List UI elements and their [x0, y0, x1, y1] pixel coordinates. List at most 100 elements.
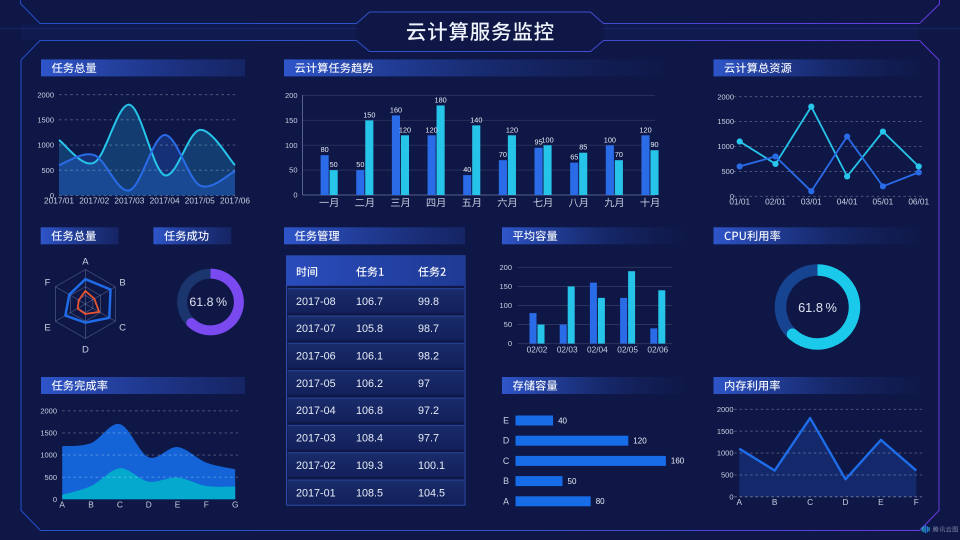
svg-text:120: 120 [506, 125, 518, 134]
svg-text:98.7: 98.7 [418, 323, 439, 335]
svg-text:1000: 1000 [37, 141, 54, 150]
svg-text:106.8: 106.8 [356, 405, 383, 417]
svg-text:2017-02: 2017-02 [296, 460, 336, 472]
svg-text:65: 65 [570, 153, 578, 162]
svg-text:40: 40 [558, 416, 567, 425]
svg-text:1500: 1500 [717, 427, 734, 436]
svg-text:50: 50 [289, 166, 297, 175]
svg-text:2017/06: 2017/06 [220, 196, 250, 206]
svg-text:C: C [503, 456, 510, 466]
svg-text:02/03: 02/03 [557, 345, 578, 355]
svg-text:80: 80 [596, 497, 605, 506]
svg-text:02/04: 02/04 [587, 345, 608, 355]
svg-text:50: 50 [356, 160, 364, 169]
svg-text:106.7: 106.7 [356, 296, 383, 308]
svg-text:06/01: 06/01 [908, 197, 929, 207]
svg-text:40: 40 [463, 165, 471, 174]
svg-text:100: 100 [499, 301, 512, 310]
svg-text:2017-06: 2017-06 [296, 351, 336, 363]
svg-text:A: A [503, 496, 509, 506]
svg-text:A: A [59, 500, 65, 510]
svg-text:97.2: 97.2 [418, 405, 439, 417]
svg-text:C: C [119, 323, 126, 334]
svg-text:2017-05: 2017-05 [296, 378, 336, 390]
svg-text:03/01: 03/01 [801, 197, 822, 207]
svg-text:500: 500 [44, 473, 57, 482]
svg-text:120: 120 [426, 125, 438, 134]
svg-text:98.2: 98.2 [418, 351, 439, 363]
svg-text:B: B [88, 500, 94, 510]
svg-text:E: E [503, 416, 509, 426]
svg-text:02/01: 02/01 [765, 197, 786, 207]
svg-text:108.5: 108.5 [356, 487, 383, 499]
svg-text:E: E [44, 323, 50, 334]
svg-text:G: G [232, 500, 238, 510]
svg-text:02/02: 02/02 [527, 345, 548, 355]
svg-text:97: 97 [418, 378, 430, 390]
svg-text:0: 0 [729, 492, 733, 501]
svg-text:A: A [82, 257, 89, 268]
svg-text:F: F [914, 497, 919, 507]
svg-text:80: 80 [321, 145, 329, 154]
svg-text:B: B [772, 497, 778, 507]
svg-text:2017/05: 2017/05 [185, 196, 215, 206]
svg-text:61.8 %: 61.8 % [798, 300, 837, 315]
svg-text:104.5: 104.5 [418, 487, 445, 499]
svg-text:0: 0 [730, 192, 734, 201]
svg-text:F: F [45, 278, 51, 289]
svg-text:1500: 1500 [40, 429, 57, 438]
svg-text:61.8 %: 61.8 % [189, 295, 227, 309]
svg-text:1500: 1500 [37, 115, 54, 124]
svg-text:200: 200 [499, 263, 512, 272]
svg-text:2017-07: 2017-07 [296, 323, 336, 335]
svg-text:120: 120 [633, 437, 647, 446]
svg-text:70: 70 [615, 150, 623, 159]
svg-text:01/01: 01/01 [729, 197, 750, 207]
svg-text:C: C [807, 497, 813, 507]
svg-text:99.8: 99.8 [418, 296, 439, 308]
svg-text:97.7: 97.7 [418, 433, 439, 445]
svg-text:95: 95 [535, 138, 543, 147]
svg-text:F: F [204, 500, 209, 510]
svg-text:500: 500 [721, 471, 734, 480]
svg-text:05/01: 05/01 [873, 197, 894, 207]
svg-text:1000: 1000 [40, 451, 57, 460]
svg-text:D: D [503, 436, 509, 446]
svg-text:B: B [119, 278, 125, 289]
svg-text:150: 150 [363, 110, 375, 119]
svg-text:100.1: 100.1 [418, 460, 445, 472]
svg-text:2000: 2000 [37, 90, 54, 99]
svg-text:100: 100 [604, 135, 616, 144]
svg-text:70: 70 [499, 150, 507, 159]
svg-text:04/01: 04/01 [837, 197, 858, 207]
svg-text:50: 50 [504, 320, 512, 329]
svg-text:2017/04: 2017/04 [150, 196, 180, 206]
svg-text:2017/02: 2017/02 [79, 196, 109, 206]
svg-text:108.4: 108.4 [356, 433, 383, 445]
svg-text:106.2: 106.2 [356, 378, 383, 390]
svg-text:150: 150 [499, 282, 512, 291]
svg-text:D: D [82, 345, 89, 356]
svg-text:120: 120 [399, 125, 411, 134]
svg-text:D: D [146, 500, 152, 510]
svg-text:2000: 2000 [40, 406, 57, 415]
svg-text:2000: 2000 [717, 92, 734, 101]
svg-text:500: 500 [721, 167, 734, 176]
svg-text:E: E [878, 497, 884, 507]
svg-text:0: 0 [50, 191, 54, 200]
svg-text:140: 140 [470, 115, 482, 124]
svg-text:2017-04: 2017-04 [296, 405, 336, 417]
svg-text:2017-08: 2017-08 [296, 296, 336, 308]
svg-text:90: 90 [650, 140, 658, 149]
svg-text:106.1: 106.1 [356, 351, 383, 363]
svg-text:E: E [175, 500, 181, 510]
svg-text:1000: 1000 [717, 142, 734, 151]
svg-text:1500: 1500 [717, 117, 734, 126]
svg-text:160: 160 [671, 457, 685, 466]
svg-text:85: 85 [579, 143, 587, 152]
svg-text:0: 0 [53, 495, 57, 504]
svg-text:50: 50 [330, 160, 338, 169]
svg-text:100: 100 [285, 141, 298, 150]
svg-text:C: C [117, 500, 123, 510]
svg-text:2017/03: 2017/03 [114, 196, 144, 206]
